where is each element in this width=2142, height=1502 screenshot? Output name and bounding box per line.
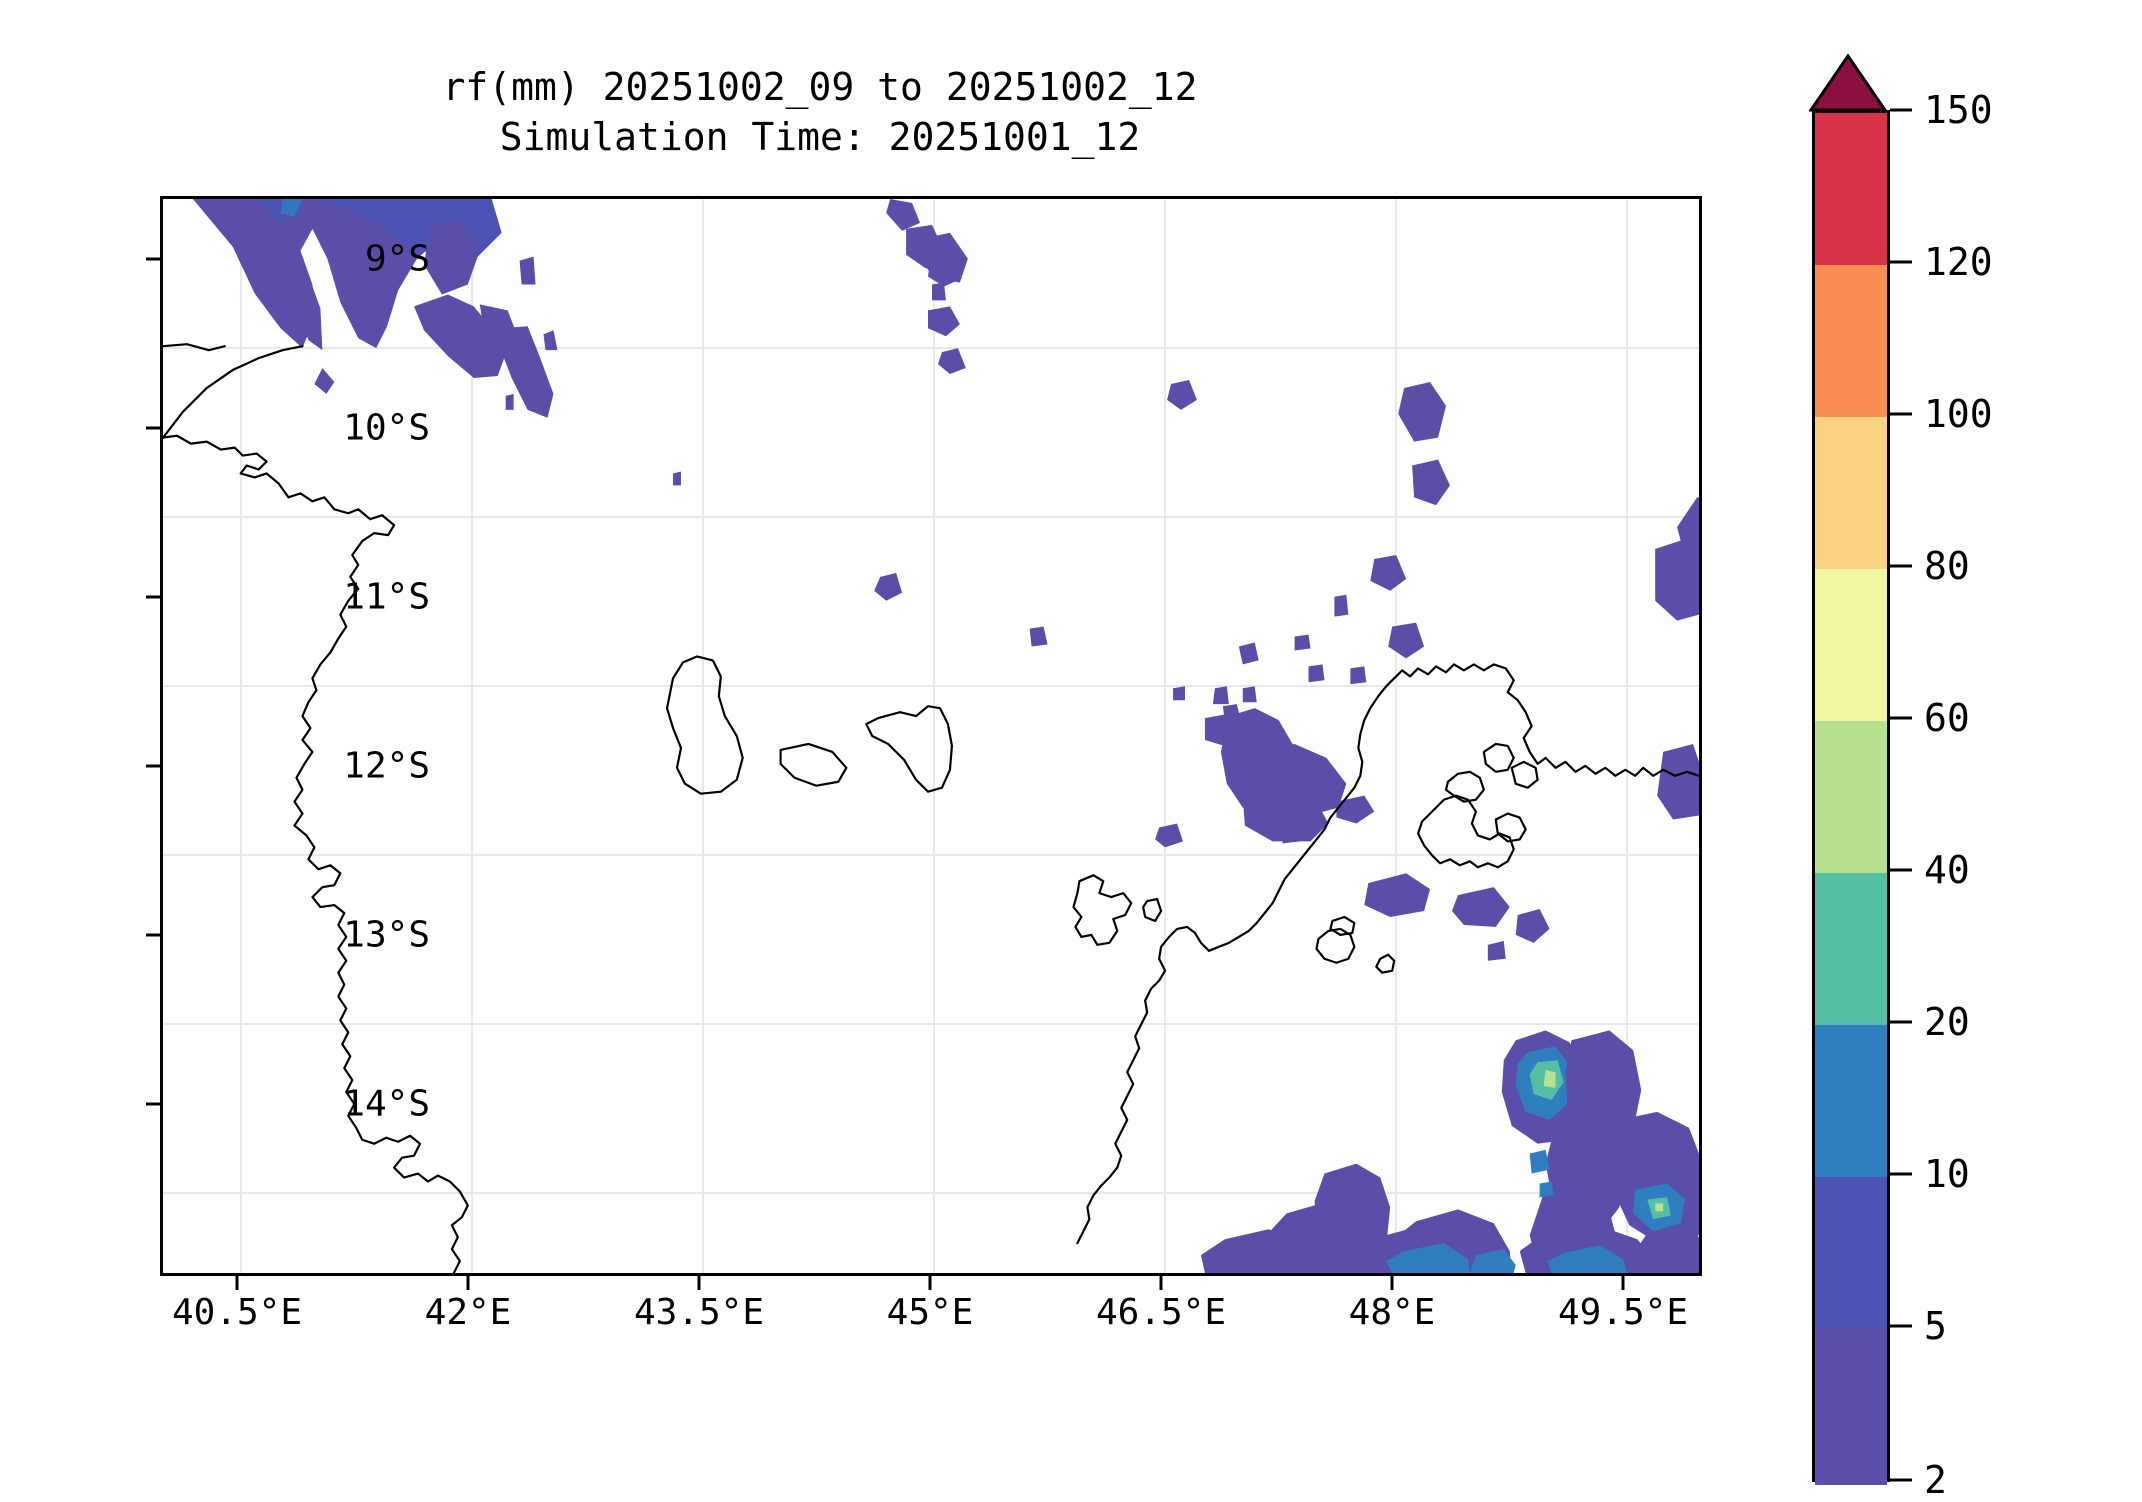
colorbar-body — [1812, 110, 1890, 1485]
colorbar-tick — [1890, 108, 1912, 112]
gridline-vertical — [1164, 199, 1166, 1273]
colorbar-segment-2-5 — [1815, 1329, 1887, 1485]
ytick-mark — [146, 1102, 160, 1106]
colorbar-segment-40-60 — [1815, 721, 1887, 873]
colorbar-label-10: 10 — [1924, 1152, 1970, 1196]
colorbar-label-40: 40 — [1924, 848, 1970, 892]
colorbar-label-2: 2 — [1924, 1458, 1947, 1502]
ytick-label-9s: 9°S — [364, 238, 430, 280]
colorbar-tick — [1890, 1478, 1912, 1482]
xtick-mark — [466, 1276, 470, 1290]
coastlines — [163, 343, 1699, 1273]
xtick-label-405e: 40.5°E — [171, 1292, 303, 1333]
colorbar-segment-100-120 — [1815, 265, 1887, 417]
colorbar-segment-80-100 — [1815, 417, 1887, 569]
gridline-horizontal — [163, 685, 1699, 687]
colorbar-tick — [1890, 716, 1912, 720]
xtick-label-45e: 45°E — [886, 1292, 974, 1333]
rain-contours-central-band — [505, 199, 1550, 961]
colorbar-tick — [1890, 1172, 1912, 1176]
colorbar-tick — [1890, 868, 1912, 872]
xtick-mark — [1390, 1276, 1394, 1290]
gridline-vertical — [702, 199, 704, 1273]
ytick-label-14s: 14°S — [343, 1083, 430, 1125]
rain-contours-madagascar — [1200, 497, 1699, 1273]
colorbar-label-100: 100 — [1924, 392, 1993, 436]
colorbar-label-20: 20 — [1924, 1000, 1970, 1044]
gridline-vertical — [1626, 199, 1628, 1273]
colorbar-label-60: 60 — [1924, 696, 1970, 740]
colorbar-tick — [1890, 260, 1912, 264]
ytick-mark — [146, 933, 160, 937]
colorbar-segment-60-80 — [1815, 569, 1887, 721]
rainfall-contour-layer — [163, 199, 1699, 1273]
colorbar-segment-20-40 — [1815, 873, 1887, 1025]
ytick-mark — [146, 764, 160, 768]
gridline-vertical — [1395, 199, 1397, 1273]
colorbar-extend-arrow — [1809, 54, 1887, 112]
colorbar-tick — [1890, 564, 1912, 568]
gridline-horizontal — [163, 516, 1699, 518]
ytick-label-10s: 10°S — [343, 407, 430, 449]
title-line-2: Simulation Time: 20251001_12 — [499, 115, 1141, 160]
map-axes — [160, 196, 1702, 1276]
xtick-label-435e: 43.5°E — [633, 1292, 765, 1333]
colorbar-tick — [1890, 1020, 1912, 1024]
colorbar-tick — [1890, 1324, 1912, 1328]
colorbar-segment-10-20 — [1815, 1025, 1887, 1177]
xtick-label-48e: 48°E — [1348, 1292, 1436, 1333]
gridline-horizontal — [163, 1192, 1699, 1194]
gridline-horizontal — [163, 1023, 1699, 1025]
gridline-vertical — [471, 199, 473, 1273]
colorbar-segment-120-150 — [1815, 113, 1887, 265]
gridline-horizontal — [163, 854, 1699, 856]
colorbar-tick — [1890, 412, 1912, 416]
ytick-label-11s: 11°S — [343, 576, 430, 618]
xtick-mark — [1621, 1276, 1625, 1290]
colorbar-segment-5-10 — [1815, 1177, 1887, 1329]
ytick-label-12s: 12°S — [343, 745, 430, 787]
rain-contours-northwest — [192, 199, 558, 418]
xtick-label-495e: 49.5°E — [1557, 1292, 1689, 1333]
xtick-mark — [928, 1276, 932, 1290]
colorbar-label-5: 5 — [1924, 1304, 1947, 1348]
figure-title: rf(mm) 20251002_09 to 20251002_12 Simula… — [160, 62, 1480, 162]
gridline-vertical — [933, 199, 935, 1273]
ytick-mark — [146, 595, 160, 599]
title-line-1: rf(mm) 20251002_09 to 20251002_12 — [442, 65, 1198, 109]
ytick-label-13s: 13°S — [343, 914, 430, 956]
gridline-horizontal — [163, 347, 1699, 349]
colorbar-label-120: 120 — [1924, 240, 1993, 284]
xtick-mark — [235, 1276, 239, 1290]
gridline-vertical — [240, 199, 242, 1273]
xtick-mark — [1159, 1276, 1163, 1290]
xtick-mark — [697, 1276, 701, 1290]
ytick-mark — [146, 426, 160, 430]
colorbar: 150 120 100 80 60 40 20 10 5 2 — [1809, 52, 2112, 1502]
colorbar-label-80: 80 — [1924, 544, 1970, 588]
xtick-label-465e: 46.5°E — [1095, 1292, 1227, 1333]
colorbar-label-150: 150 — [1924, 88, 1993, 132]
xtick-label-42e: 42°E — [424, 1292, 512, 1333]
ytick-mark — [146, 257, 160, 261]
